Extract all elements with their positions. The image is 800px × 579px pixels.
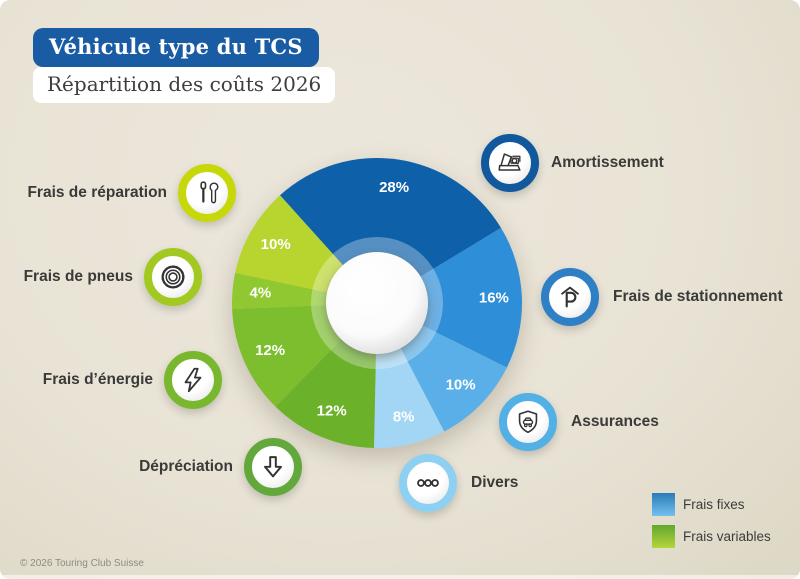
pie-slice-1 (377, 227, 523, 368)
legend-swatch-frais-fixes (652, 493, 675, 516)
callout-label-pneus: Frais de pneus (23, 268, 133, 285)
pie-pct-label-0: 28% (379, 179, 409, 196)
pie-chart: 28% 16% 10% 8% 12% 12% 4% 10% (227, 153, 527, 453)
pneus-icon (144, 248, 202, 306)
callout-label-depreciation: Dépréciation (139, 458, 233, 475)
pie-pct-label-7: 10% (261, 236, 291, 253)
page-subtitle: Répartition des coûts 2026 (33, 67, 336, 103)
pie-pct-label-1: 16% (479, 290, 509, 307)
depreciation-icon (244, 438, 302, 496)
callout-label-reparation: Frais de réparation (27, 184, 167, 201)
pie-pct-label-2: 10% (446, 376, 476, 393)
legend: Frais fixes Frais variables (652, 493, 771, 548)
callout-label-stationnement: Frais de stationnement (613, 288, 783, 305)
shield-car-icon (518, 410, 538, 434)
legend-item-frais-variables: Frais variables (652, 525, 771, 548)
legend-label-frais-variables: Frais variables (683, 529, 771, 544)
tools-icon (200, 181, 219, 204)
parking-icon (561, 286, 579, 308)
callout-label-energie: Frais d’énergie (42, 371, 153, 388)
assurances-icon (499, 393, 557, 451)
pie-slices (232, 157, 523, 449)
three-dots-icon (417, 479, 439, 487)
pie-percent-labels: 28% 16% 10% 8% 12% 12% 4% 10% (250, 179, 509, 426)
pie-pct-label-3: 8% (393, 408, 415, 425)
pie-center-circle (326, 252, 428, 354)
energie-icon (164, 351, 222, 409)
lightning-bolt-icon (184, 367, 202, 393)
reparation-icon (178, 164, 236, 222)
amortissement-icon (481, 134, 539, 192)
callout-label-assurances: Assurances (571, 413, 659, 430)
pie-slice-0 (279, 157, 502, 303)
pie-pct-label-5: 12% (255, 342, 285, 359)
arrow-down-icon (264, 456, 282, 478)
divers-icon (399, 454, 457, 512)
pie-chart-svg: 28% 16% 10% 8% 12% 12% 4% 10% (232, 157, 523, 449)
legend-label-frais-fixes: Frais fixes (683, 497, 745, 512)
car-value-icon (498, 153, 521, 171)
pie-pct-label-4: 12% (317, 402, 347, 419)
tire-icon (161, 265, 185, 289)
callout-label-amortissement: Amortissement (551, 154, 664, 171)
stationnement-icon (541, 268, 599, 326)
legend-swatch-frais-variables (652, 525, 675, 548)
page-title: Véhicule type du TCS (33, 28, 319, 67)
pie-pct-label-6: 4% (250, 285, 272, 302)
copyright-text: © 2026 Touring Club Suisse (20, 558, 144, 569)
callout-label-divers: Divers (471, 474, 519, 491)
legend-item-frais-fixes: Frais fixes (652, 493, 771, 516)
